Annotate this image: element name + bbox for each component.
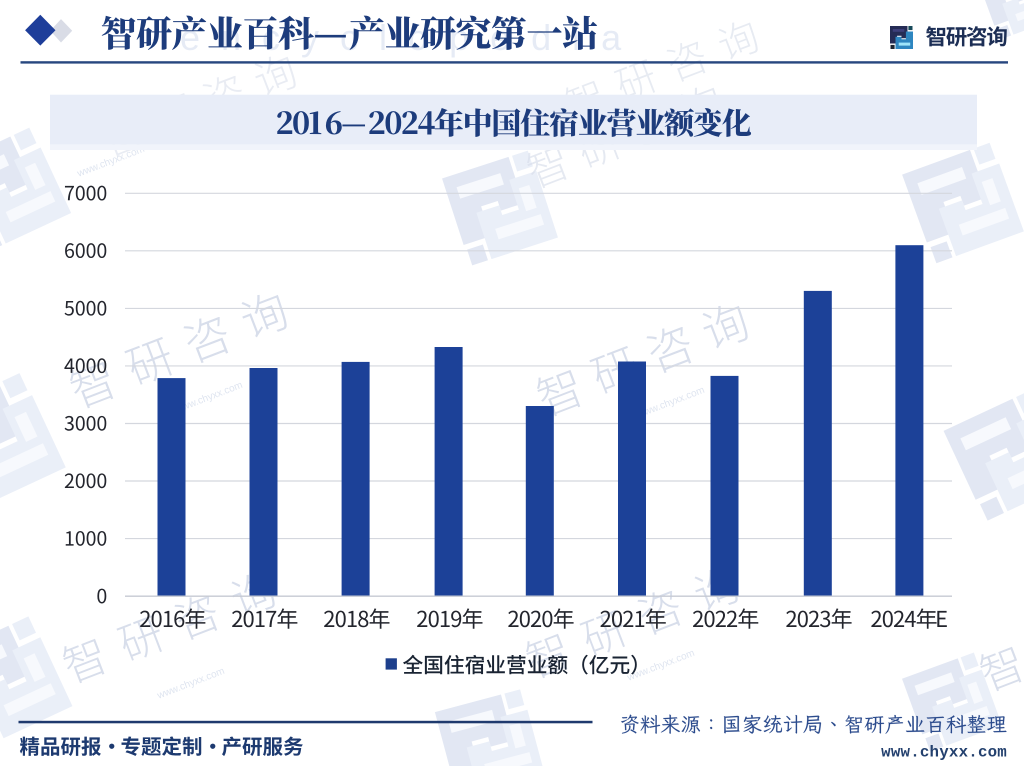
svg-text:www.chyxx.com: www.chyxx.com <box>881 744 1007 762</box>
